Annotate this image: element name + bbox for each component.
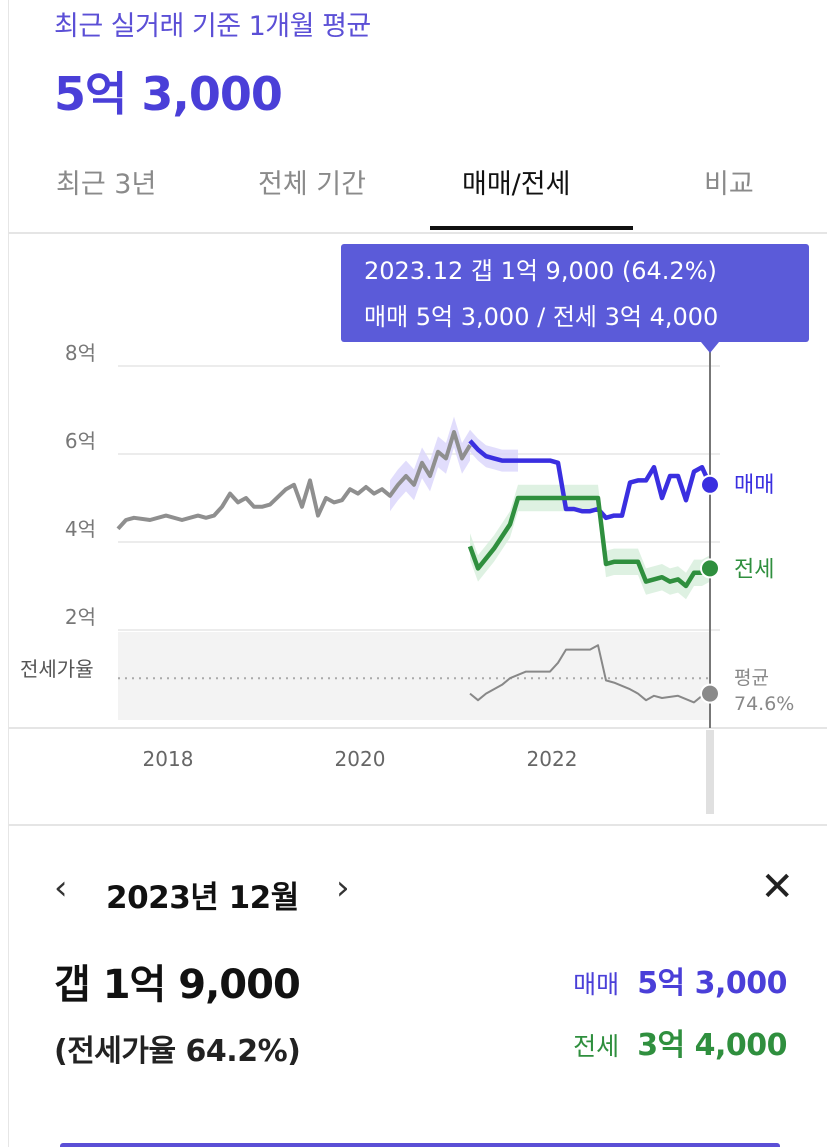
jeonse-ratio: (전세가율 64.2%) [54, 1034, 301, 1069]
tab-compare[interactable]: 비교 [704, 169, 754, 200]
chart-tooltip-pointer [701, 342, 719, 353]
sale-price-label: 매매 [573, 970, 620, 999]
jeonse-price-row: 전세 3억 4,000 [573, 1020, 787, 1064]
ratio-average-value: 74.6% [734, 693, 794, 715]
jeonse-price-value: 3억 4,000 [637, 1028, 787, 1063]
jeonse-line [467, 495, 712, 589]
y-tick-label: 8억 [65, 341, 96, 365]
detail-month: 2023년 12월 [106, 880, 299, 916]
gap-amount: 갭 1억 9,000 [54, 962, 301, 1008]
jeonse-ratio-line [469, 644, 711, 704]
y-tick-label: 4억 [65, 517, 96, 541]
chevron-right-icon[interactable]: › [336, 868, 350, 908]
average-price: 5억 3,000 [54, 67, 283, 121]
sale-end-marker [700, 474, 720, 495]
y-tick-label: 2억 [65, 605, 96, 629]
chart-separator [8, 824, 827, 826]
sale-series-label: 매매 [734, 473, 774, 498]
tab-all-period[interactable]: 전체 기간 [258, 169, 366, 200]
x-tick-label: 2020 [335, 747, 386, 771]
chart-tooltip-box [341, 244, 809, 342]
close-icon[interactable]: ✕ [760, 864, 794, 910]
detail-month-nav: ‹ 2023년 12월 › ✕ [54, 864, 794, 918]
price-basis-subtitle: 최근 실거래 기준 1개월 평균 [54, 11, 371, 42]
history-range-band [390, 416, 470, 512]
tooltip-price-line: 매매 5억 3,000 / 전세 3억 4,000 [364, 303, 718, 331]
history-line [116, 430, 472, 531]
selection-caret [701, 814, 719, 824]
left-border [8, 0, 9, 1147]
tab-sale-jeonse[interactable]: 매매/전세 [462, 169, 571, 200]
ratio-end-marker [700, 683, 720, 704]
jeonse-end-marker [700, 558, 720, 579]
bottom-action-bar-edge [60, 1143, 780, 1147]
tooltip-gap-line: 2023.12 갭 1억 9,000 (64.2%) [364, 257, 717, 285]
chevron-left-icon[interactable]: ‹ [54, 868, 68, 908]
ratio-average-label: 평균 [734, 667, 769, 689]
x-tick-label: 2022 [527, 747, 578, 771]
sale-price-row: 매매 5억 3,000 [573, 958, 787, 1002]
tab-recent-3-years[interactable]: 최근 3년 [56, 169, 157, 200]
x-tick-label: 2018 [143, 747, 194, 771]
active-tab-indicator [430, 226, 633, 230]
selection-handle [706, 730, 714, 814]
jeonse-range-band [470, 484, 710, 600]
period-tabs: 최근 3년 전체 기간 매매/전세 비교 [8, 140, 827, 234]
y-tick-label: 6억 [65, 429, 96, 453]
jeonse-ratio-axis-label: 전세가율 [20, 657, 94, 681]
ratio-band-background [118, 632, 710, 720]
jeonse-series-label: 전세 [734, 557, 774, 582]
jeonse-price-label: 전세 [573, 1032, 620, 1061]
sale-price-value: 5억 3,000 [637, 966, 787, 1001]
